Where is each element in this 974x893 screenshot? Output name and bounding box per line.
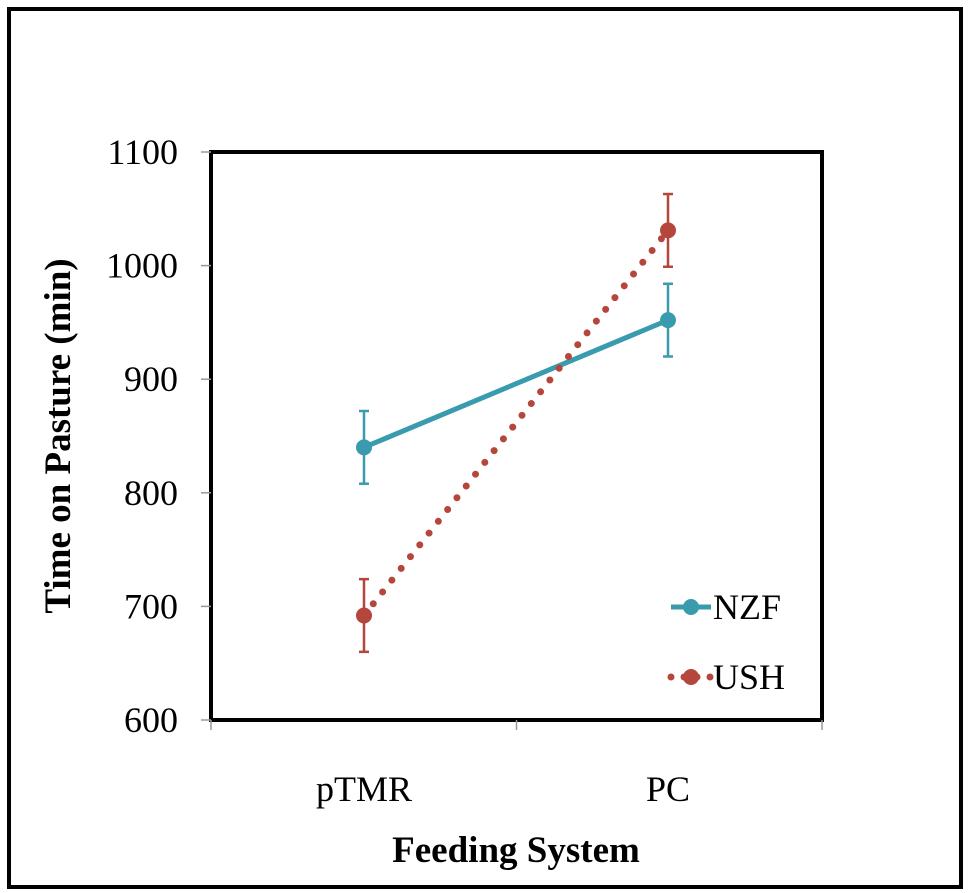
data-point [356,439,372,456]
legend-item-nzf: NZF [671,587,781,627]
x-axis-title: Feeding System [392,830,640,871]
y-tick-label: 600 [124,700,178,740]
legend-label: NZF [713,587,781,627]
series-line [360,226,672,619]
y-tick-labels: 600 700 800 900 1000 1100 [106,132,178,740]
y-tick-label: 800 [124,473,178,513]
y-axis-title: Time on Pasture (min) [38,258,79,613]
axes [201,150,824,730]
x-tick-labels: pTMR PC [316,769,690,809]
figure-frame [7,7,963,889]
series-line [363,317,669,450]
x-tick-label: pTMR [316,769,412,809]
series-group [356,192,676,654]
y-tick-label: 1100 [107,132,178,172]
series-ush [356,192,676,654]
series-nzf [356,282,676,485]
data-point [356,607,372,624]
y-tick-label: 900 [124,359,178,399]
y-tick-label: 1000 [106,246,178,286]
y-tick-label: 700 [124,586,178,626]
legend-item-ush: USH [667,657,785,697]
legend: NZF USH [667,587,785,697]
plot-area-border [209,150,824,722]
legend-swatch-marker [683,669,699,685]
data-point [660,312,676,329]
data-point [660,222,676,239]
legend-swatch-marker [683,599,699,615]
legend-label: USH [713,657,785,697]
x-tick-label: PC [646,769,690,809]
